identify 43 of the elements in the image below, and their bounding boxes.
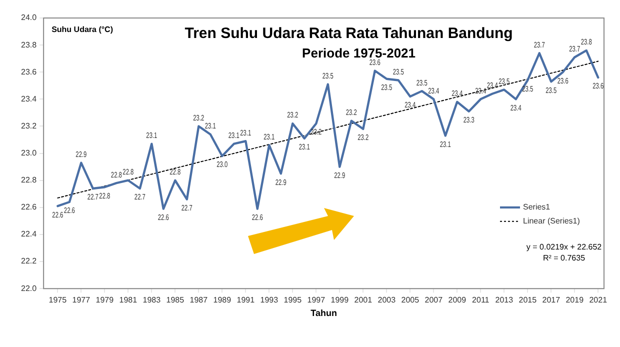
x-tick-label: 2009 bbox=[448, 296, 467, 305]
x-tick-label: 1977 bbox=[72, 296, 91, 305]
x-tick-label: 2021 bbox=[589, 296, 608, 305]
x-tick-label: 2013 bbox=[495, 296, 514, 305]
legend-label: Series1 bbox=[523, 202, 551, 212]
legend-label: Linear (Series1) bbox=[523, 216, 580, 226]
x-tick-label: 1975 bbox=[48, 296, 68, 305]
x-tick-label: 2005 bbox=[401, 296, 420, 305]
x-tick-label: 2019 bbox=[566, 296, 584, 305]
x-tick-label: 2001 bbox=[354, 296, 373, 305]
x-tick-label: 1989 bbox=[213, 296, 232, 305]
x-tick-label: 2003 bbox=[378, 296, 396, 305]
x-tick-label: 1983 bbox=[142, 296, 162, 305]
y-tick-label: 22.8 bbox=[20, 176, 38, 185]
x-tick-label: 1995 bbox=[284, 296, 302, 305]
x-tick-label: 1987 bbox=[190, 296, 208, 305]
y-tick-label: 23.4 bbox=[20, 94, 38, 104]
x-tick-label: 1991 bbox=[236, 296, 256, 305]
text: Periode 1975-2021 bbox=[302, 46, 416, 61]
y-tick-label: 22.2 bbox=[20, 256, 38, 266]
y-tick-label: 23.2 bbox=[20, 121, 38, 130]
y-axis-title: Suhu Udara (°C) bbox=[52, 25, 114, 34]
y-tick-label: 22.6 bbox=[20, 202, 38, 212]
x-tick-label: 1981 bbox=[119, 296, 138, 305]
y-tick-label: 24.0 bbox=[20, 13, 38, 22]
x-tick-label: 1999 bbox=[330, 296, 350, 305]
x-tick-label: 2007 bbox=[424, 296, 444, 305]
y-tick-label: 22.0 bbox=[20, 284, 38, 293]
x-tick-label: 1985 bbox=[166, 296, 185, 305]
y-tick-label: 23.6 bbox=[20, 67, 38, 76]
x-tick-label: 2017 bbox=[542, 296, 561, 305]
x-axis-title: Tahun bbox=[310, 308, 337, 318]
x-tick-label: 2011 bbox=[472, 296, 490, 305]
y-tick-label: 23.8 bbox=[20, 40, 38, 50]
x-tick-label: 1993 bbox=[260, 296, 279, 305]
annotation: y = 0.0219x + 22.652 bbox=[526, 242, 602, 252]
x-tick-label: 1979 bbox=[96, 296, 114, 305]
annotation: R² = 0.7635 bbox=[542, 254, 586, 263]
text: Tren Suhu Udara Rata Rata Tahunan Bandung bbox=[184, 25, 513, 42]
y-tick-label: 22.4 bbox=[20, 230, 38, 239]
x-tick-label: 1997 bbox=[307, 296, 326, 305]
y-tick-label: 23.0 bbox=[20, 148, 38, 158]
x-tick-label: 2015 bbox=[518, 296, 538, 305]
